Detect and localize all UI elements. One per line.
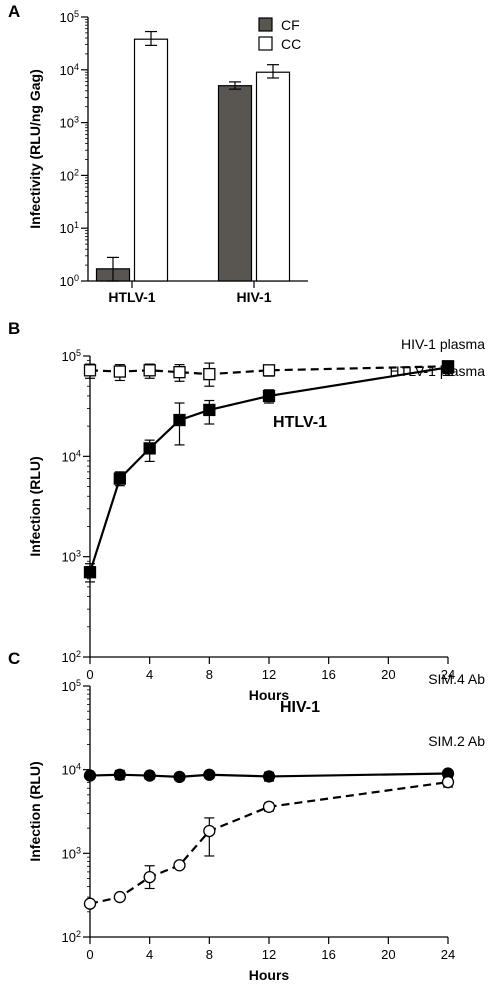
series-label-sim-4-ab: SIM.4 Ab <box>428 671 485 687</box>
data-point-htlv-1-plasma-6 <box>173 413 186 427</box>
data-point-htlv-1-plasma-24 <box>441 361 455 374</box>
legend-label-cc: CC <box>281 36 301 52</box>
data-point-sim-2-ab-24 <box>441 775 455 789</box>
x-tick-label-b-16: 16 <box>321 667 335 682</box>
x-tick-label-c-8: 8 <box>206 947 213 962</box>
y-axis-label-c: Infection (RLU) <box>27 761 43 861</box>
data-point-hiv-1-plasma-12 <box>262 364 276 377</box>
data-point-sim-4-ab-4 <box>143 769 156 782</box>
y-tick-label-c-2: 102 <box>62 929 81 945</box>
series-label-hiv-1-plasma: HIV-1 plasma <box>401 336 485 352</box>
y-tick-label-c-5: 105 <box>62 678 81 694</box>
data-point-sim-4-ab-0 <box>83 769 97 782</box>
y-tick-label-a-0: 100 <box>60 273 79 289</box>
y-tick-label-a-3: 103 <box>60 115 79 131</box>
data-point-htlv-1-plasma-0 <box>83 566 97 579</box>
x-tick-label-b-8: 8 <box>206 667 213 682</box>
x-tick-label-c-4: 4 <box>146 947 153 962</box>
data-point-sim-4-ab-6 <box>173 770 186 784</box>
y-tick-label-c-3: 103 <box>62 845 81 861</box>
data-point-htlv-1-plasma-4 <box>143 442 156 455</box>
y-tick-label-b-3: 103 <box>62 549 81 565</box>
bar-cf-hiv-1 <box>217 85 253 282</box>
legend-swatch-cf <box>258 17 273 32</box>
legend-label-cf: CF <box>281 17 300 33</box>
x-axis-label-c: Hours <box>249 967 290 983</box>
data-point-sim-2-ab-2 <box>113 890 126 904</box>
y-tick-label-a-2: 102 <box>60 167 79 183</box>
chart-title-c: HIV-1 <box>280 699 320 716</box>
x-tick-label-b-0: 0 <box>86 667 93 682</box>
panel-label-b: B <box>8 319 20 338</box>
data-point-sim-4-ab-12 <box>262 770 276 783</box>
series-label-htlv-1-plasma: HTLV-1 plasma <box>390 363 486 379</box>
y-tick-label-a-1: 101 <box>60 220 79 236</box>
panel-label-c: C <box>8 649 20 668</box>
data-point-hiv-1-plasma-6 <box>173 366 186 379</box>
panel-label-a: A <box>8 2 20 21</box>
category-label-htlv-1: HTLV-1 <box>108 289 155 305</box>
data-point-htlv-1-plasma-12 <box>262 389 276 403</box>
y-axis-label-a: Infectivity (RLU/ng Gag) <box>27 69 43 228</box>
x-tick-label-c-24: 24 <box>441 947 455 962</box>
bar-cc-htlv-1 <box>133 38 169 282</box>
x-tick-label-c-0: 0 <box>86 947 93 962</box>
data-point-htlv-1-plasma-2 <box>113 472 126 485</box>
x-tick-label-b-12: 12 <box>262 667 276 682</box>
x-tick-label-c-20: 20 <box>381 947 395 962</box>
data-point-sim-4-ab-2 <box>113 768 126 781</box>
y-tick-label-a-5: 105 <box>60 9 79 25</box>
y-tick-label-b-4: 104 <box>62 448 81 464</box>
data-point-hiv-1-plasma-4 <box>143 364 156 377</box>
data-point-sim-2-ab-4 <box>143 870 156 884</box>
data-point-htlv-1-plasma-8 <box>203 403 216 417</box>
data-point-sim-2-ab-0 <box>83 897 97 910</box>
data-point-sim-2-ab-6 <box>173 859 186 872</box>
data-point-sim-4-ab-8 <box>203 768 216 781</box>
x-tick-label-c-16: 16 <box>321 947 335 962</box>
x-tick-label-b-4: 4 <box>146 667 153 682</box>
data-point-hiv-1-plasma-0 <box>83 364 97 377</box>
x-tick-label-b-24: 24 <box>441 667 455 682</box>
data-point-sim-2-ab-8 <box>203 824 216 838</box>
x-tick-label-b-20: 20 <box>381 667 395 682</box>
y-axis-label-b: Infection (RLU) <box>27 456 43 556</box>
x-tick-label-c-12: 12 <box>262 947 276 962</box>
bar-cc-hiv-1 <box>255 71 291 282</box>
chart-title-b: HTLV-1 <box>273 414 327 431</box>
y-tick-label-a-4: 104 <box>60 62 79 78</box>
data-point-hiv-1-plasma-8 <box>203 367 216 381</box>
y-tick-label-b-5: 105 <box>62 348 81 364</box>
data-point-sim-2-ab-12 <box>262 800 276 813</box>
data-point-hiv-1-plasma-2 <box>113 365 126 378</box>
y-tick-label-b-2: 102 <box>62 649 81 665</box>
series-label-sim-2-ab: SIM.2 Ab <box>428 733 485 749</box>
legend-swatch-cc <box>258 36 273 51</box>
series-line-sim-2-ab <box>89 781 449 905</box>
category-label-hiv-1: HIV-1 <box>236 289 271 305</box>
x-axis-label-b: Hours <box>249 687 290 703</box>
y-tick-label-c-4: 104 <box>62 762 81 778</box>
